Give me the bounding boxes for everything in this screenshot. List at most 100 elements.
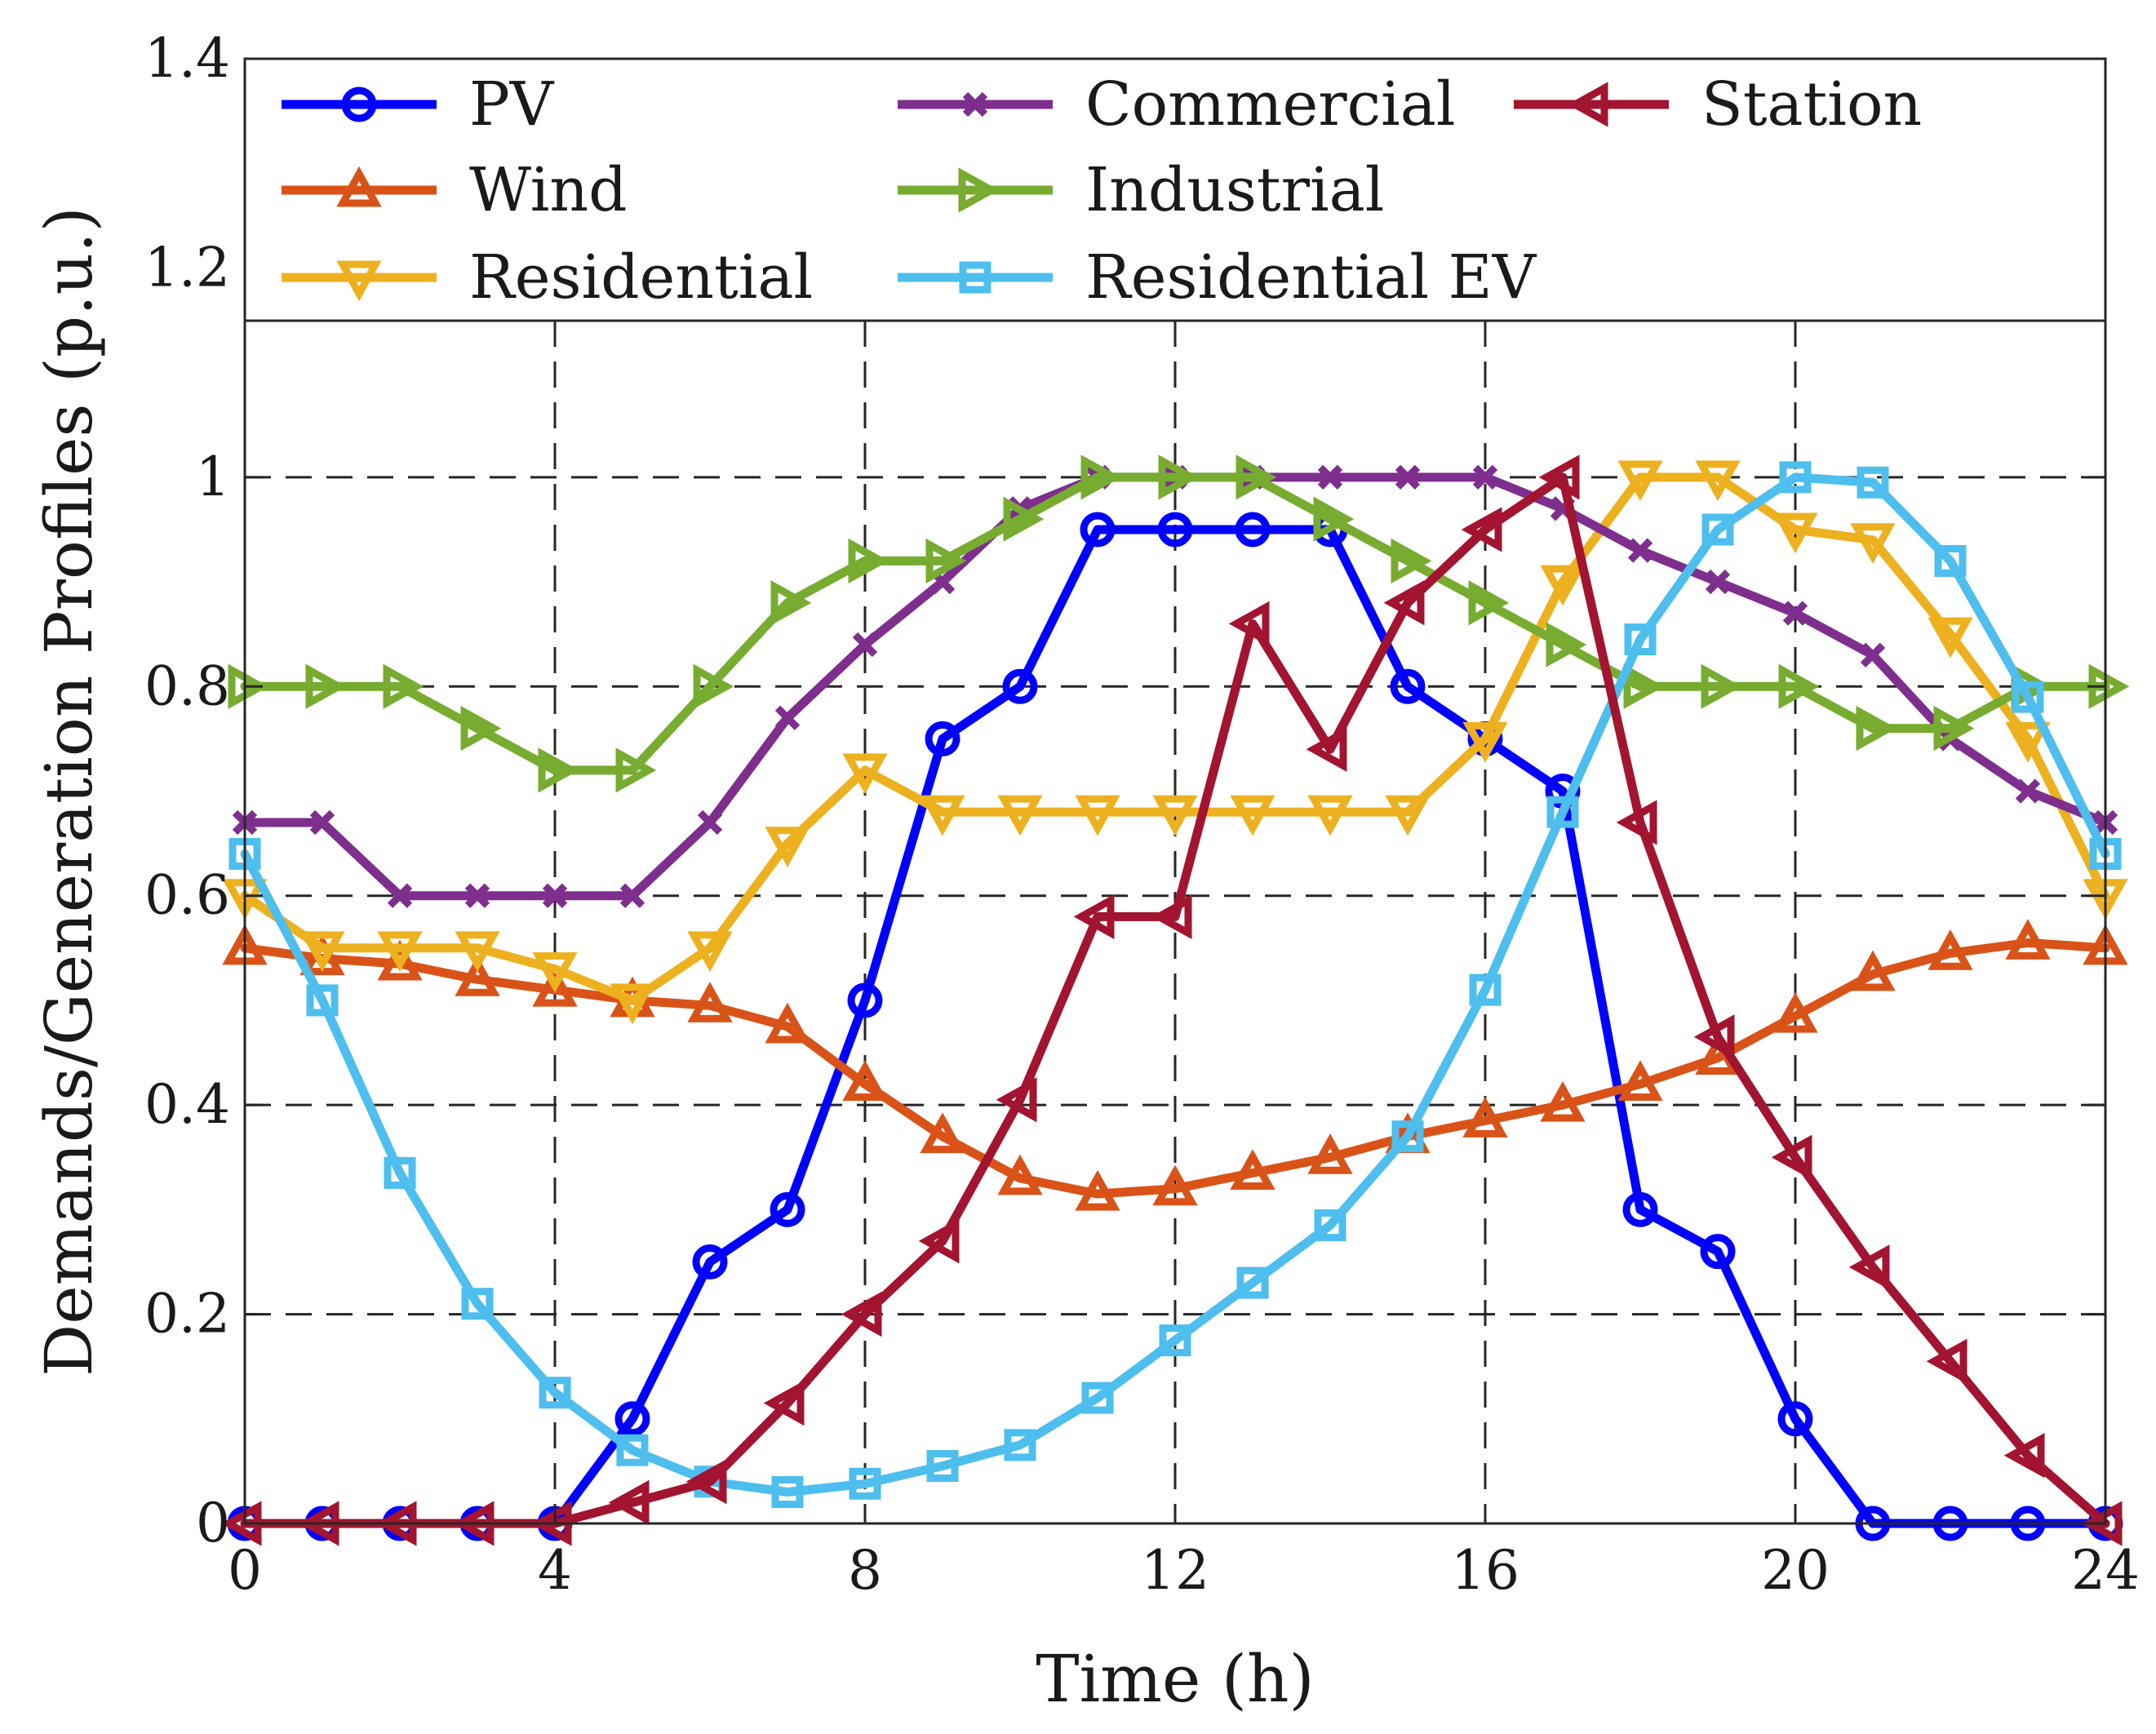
series-line-industrial (240, 472, 2110, 775)
x-tick-label: 16 (1451, 1539, 1519, 1602)
legend-label-commercial: Commercial (1085, 69, 1456, 140)
data-point-residential (377, 931, 423, 973)
data-point-wind (1928, 929, 1973, 970)
data-point-industrial (460, 705, 502, 752)
data-point-commercial (309, 809, 335, 836)
legend-box (243, 57, 2107, 322)
data-point-station (996, 1077, 1037, 1123)
data-point-residential-ev (1624, 623, 1657, 656)
data-point-residential (997, 795, 1043, 836)
data-point-commercial (1317, 464, 1343, 490)
legend-marker-commercial (962, 91, 988, 118)
data-point-commercial (1472, 464, 1498, 490)
y-axis-label: Demands/Generation Profiles (p.u.) (31, 206, 107, 1377)
data-point-residential (687, 931, 733, 973)
data-point-station (608, 1479, 650, 1526)
data-point-residential-ev (616, 1434, 649, 1466)
data-point-industrial (693, 663, 734, 709)
data-point-commercial (852, 632, 878, 658)
data-point-residential (1850, 523, 1896, 565)
data-point-wind (1540, 1080, 1586, 1122)
legend-marker-industrial (958, 167, 1000, 213)
data-point-wind (920, 1112, 965, 1154)
data-point-commercial (1627, 538, 1653, 563)
data-point-industrial (1468, 580, 1510, 626)
data-point-residential (1307, 795, 1353, 836)
data-point-residential (1695, 460, 1741, 502)
data-point-residential-ev (1081, 1381, 1114, 1414)
data-point-residential-ev (926, 1449, 959, 1482)
legend-entry-industrial: Industrial (898, 155, 1384, 225)
y-tick-label: 0.8 (144, 654, 230, 717)
x-tick-label: 12 (1141, 1539, 1209, 1602)
data-point-residential-ev (1546, 796, 1579, 828)
data-point-residential (1617, 460, 1663, 502)
x-tick-label: 0 (228, 1539, 262, 1602)
data-point-industrial (770, 580, 812, 626)
data-point-pv (1777, 1401, 1813, 1437)
legend-label-station: Station (1701, 69, 1922, 140)
data-point-station (1848, 1244, 1890, 1290)
legend-label-industrial: Industrial (1085, 155, 1384, 225)
legend-marker-pv (341, 86, 377, 122)
data-point-pv (770, 1191, 805, 1227)
data-point-industrial (1080, 455, 1122, 500)
legend-marker-residential-ev (959, 261, 991, 294)
legend-marker-station (1567, 82, 1608, 127)
data-point-residential (765, 827, 810, 867)
data-point-residential-ev (2012, 681, 2044, 713)
legend-label-pv: PV (469, 69, 555, 140)
y-tick-label: 0.2 (144, 1283, 230, 1346)
data-point-station (1383, 580, 1425, 626)
data-point-wind (1307, 1133, 1353, 1174)
legend-entry-wind: Wind (282, 155, 627, 225)
data-point-industrial (1003, 496, 1045, 542)
data-point-wind (1462, 1097, 1508, 1138)
data-point-industrial (615, 747, 657, 793)
y-tick-label: 1.4 (144, 27, 230, 90)
data-point-industrial (1546, 622, 1587, 667)
data-point-wind (1230, 1149, 1275, 1190)
data-point-residential (455, 931, 500, 973)
data-point-industrial (1701, 663, 1742, 709)
data-point-station (1306, 726, 1347, 772)
y-tick-label: 0.4 (144, 1073, 230, 1136)
data-point-residential (1928, 617, 1973, 659)
data-point-wind (532, 965, 578, 1007)
data-point-station (1461, 507, 1502, 552)
data-point-station (1771, 1134, 1812, 1180)
data-point-commercial (1782, 601, 1808, 626)
data-point-wind (1772, 991, 1818, 1033)
data-point-station (763, 1380, 805, 1426)
data-point-wind (2005, 919, 2051, 960)
data-point-station (1538, 455, 1580, 500)
data-point-wind (1850, 950, 1896, 991)
series-residential (222, 460, 2128, 1025)
data-point-residential (610, 983, 655, 1025)
data-point-pv (1700, 1234, 1736, 1270)
data-point-commercial (697, 809, 723, 836)
data-point-station (1926, 1338, 1967, 1384)
y-tick-label: 1 (196, 446, 230, 508)
data-point-wind (377, 939, 423, 981)
x-tick-label: 4 (538, 1539, 572, 1602)
data-point-pv (614, 1401, 650, 1437)
data-point-residential (1075, 795, 1120, 836)
data-point-industrial (1623, 663, 1665, 709)
data-point-residential (299, 931, 345, 973)
x-axis-label: Time (h) (1036, 1641, 1315, 1717)
data-point-commercial (619, 883, 645, 908)
data-point-residential-ev (1779, 461, 1812, 494)
data-point-station (1616, 800, 1657, 845)
data-point-residential-ev (384, 1156, 416, 1189)
data-point-wind (1617, 1060, 1663, 1101)
data-point-station (1693, 1014, 1735, 1060)
data-point-wind (1152, 1164, 1198, 1206)
data-point-pv (1390, 668, 1426, 704)
data-point-residential (1462, 721, 1508, 763)
data-point-residential-ev (539, 1377, 571, 1409)
data-point-pv (925, 721, 960, 756)
data-point-station (918, 1218, 960, 1264)
y-tick-label: 0.6 (144, 864, 230, 927)
data-point-residential-ev (1934, 544, 1967, 577)
